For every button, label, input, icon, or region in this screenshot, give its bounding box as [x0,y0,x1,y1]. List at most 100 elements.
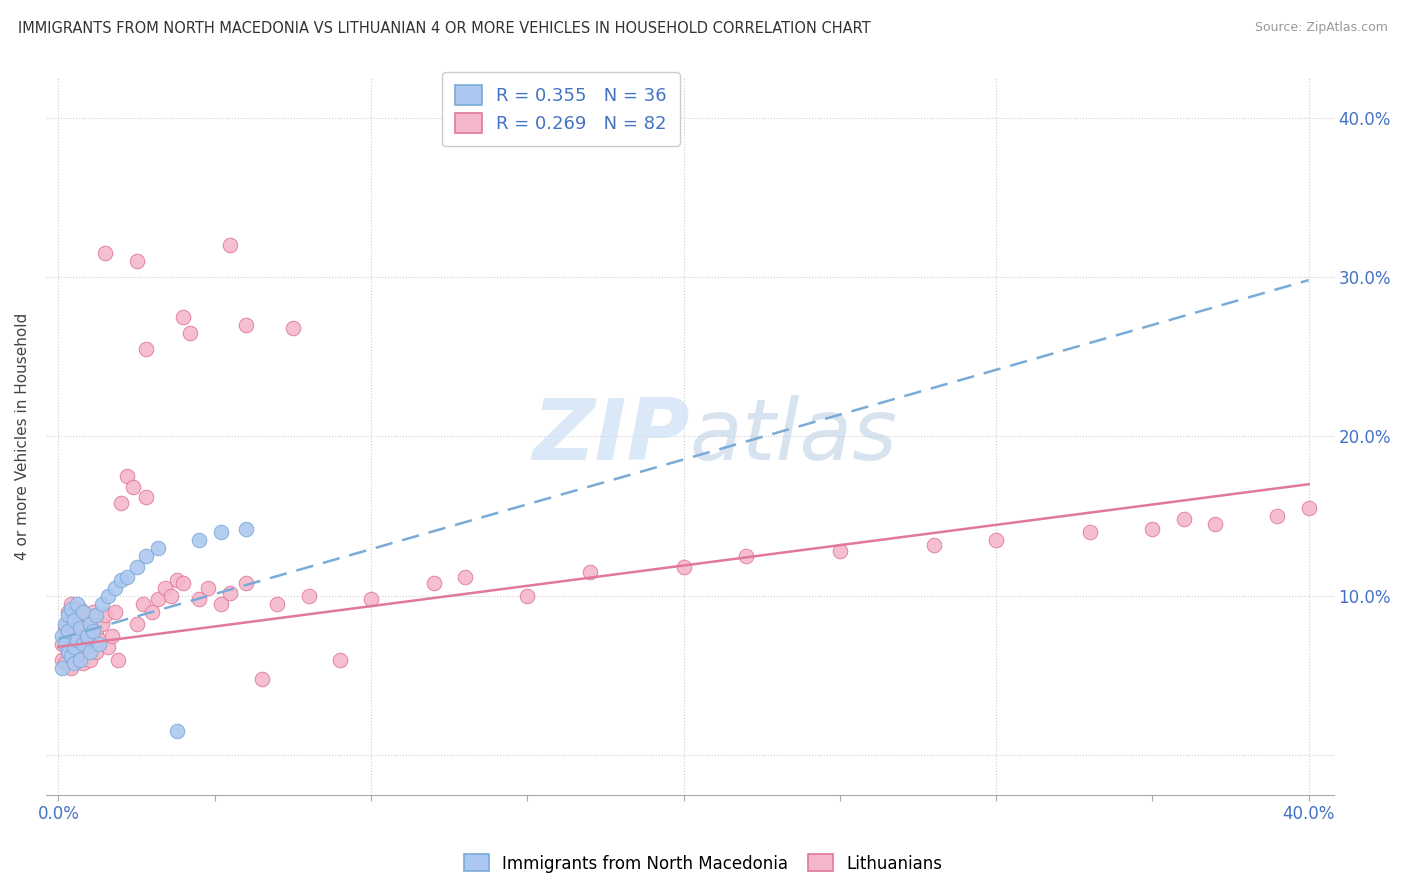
Point [153,581,176,595]
Point [329,652,352,666]
Point [53,621,76,635]
Point [173,310,195,324]
Text: Source: ZipAtlas.com: Source: ZipAtlas.com [1254,21,1388,35]
Point [100,629,122,643]
Point [79,644,101,658]
Point [53,656,76,670]
Point [115,469,138,483]
Point [235,576,257,591]
Point [66,633,89,648]
Point [82,637,104,651]
Point [69,617,91,632]
Point [76,607,98,622]
Point [281,321,304,335]
Point [97,589,120,603]
Point [53,617,76,632]
Point [63,624,86,638]
Point [1360,719,1382,733]
Point [94,607,117,622]
Point [735,549,758,563]
Point [63,640,86,654]
Point [209,597,232,611]
Point [125,617,148,632]
Point [209,524,232,539]
Point [135,342,157,356]
Point [51,660,73,674]
Point [72,656,94,670]
Point [79,621,101,635]
Point [87,637,110,651]
Point [1173,512,1195,526]
Point [148,592,170,607]
Point [107,652,129,666]
Point [828,544,851,558]
Point [51,629,73,643]
Point [69,644,91,658]
Point [94,246,117,260]
Point [135,549,157,563]
Point [84,624,107,638]
Point [110,573,132,587]
Point [76,629,98,643]
Point [166,724,188,739]
Point [63,613,86,627]
Point [87,633,110,648]
Point [56,624,79,638]
Point [219,238,242,252]
Point [166,573,188,587]
Point [59,660,82,674]
Point [51,652,73,666]
Point [297,589,319,603]
Point [188,533,211,547]
Point [110,496,132,510]
Point [360,592,382,607]
Point [82,624,104,638]
Point [104,605,127,619]
Point [148,541,170,555]
Text: IMMIGRANTS FROM NORTH MACEDONIA VS LITHUANIAN 4 OR MORE VEHICLES IN HOUSEHOLD CO: IMMIGRANTS FROM NORTH MACEDONIA VS LITHU… [18,21,870,37]
Point [1142,522,1164,536]
Point [219,585,242,599]
Point [235,318,257,332]
Point [84,607,107,622]
Point [672,560,695,574]
Legend: Immigrants from North Macedonia, Lithuanians: Immigrants from North Macedonia, Lithuan… [457,847,949,880]
Point [59,617,82,632]
Point [72,637,94,651]
Point [122,480,145,494]
Point [59,649,82,664]
Point [56,644,79,658]
Point [63,656,86,670]
Point [76,640,98,654]
Point [250,672,273,686]
Point [135,490,157,504]
Point [141,605,163,619]
Point [454,569,477,583]
Text: ZIP: ZIP [533,395,690,478]
Point [516,589,538,603]
Point [188,592,211,607]
Point [1267,509,1289,524]
Point [422,576,444,591]
Point [1078,524,1101,539]
Legend: R = 0.355   N = 36, R = 0.269   N = 82: R = 0.355 N = 36, R = 0.269 N = 82 [443,72,679,145]
Point [578,565,600,579]
Point [53,637,76,651]
Point [125,560,148,574]
Point [51,637,73,651]
Point [66,633,89,648]
Point [91,617,114,632]
Point [1204,517,1226,532]
Point [266,597,288,611]
Point [97,640,120,654]
Point [922,538,945,552]
Point [59,601,82,615]
Point [173,576,195,591]
Point [1298,501,1320,516]
Point [63,607,86,622]
Point [56,607,79,622]
Point [104,581,127,595]
Y-axis label: 4 or more Vehicles in Household: 4 or more Vehicles in Household [15,313,30,560]
Point [179,326,201,340]
Point [1344,496,1367,510]
